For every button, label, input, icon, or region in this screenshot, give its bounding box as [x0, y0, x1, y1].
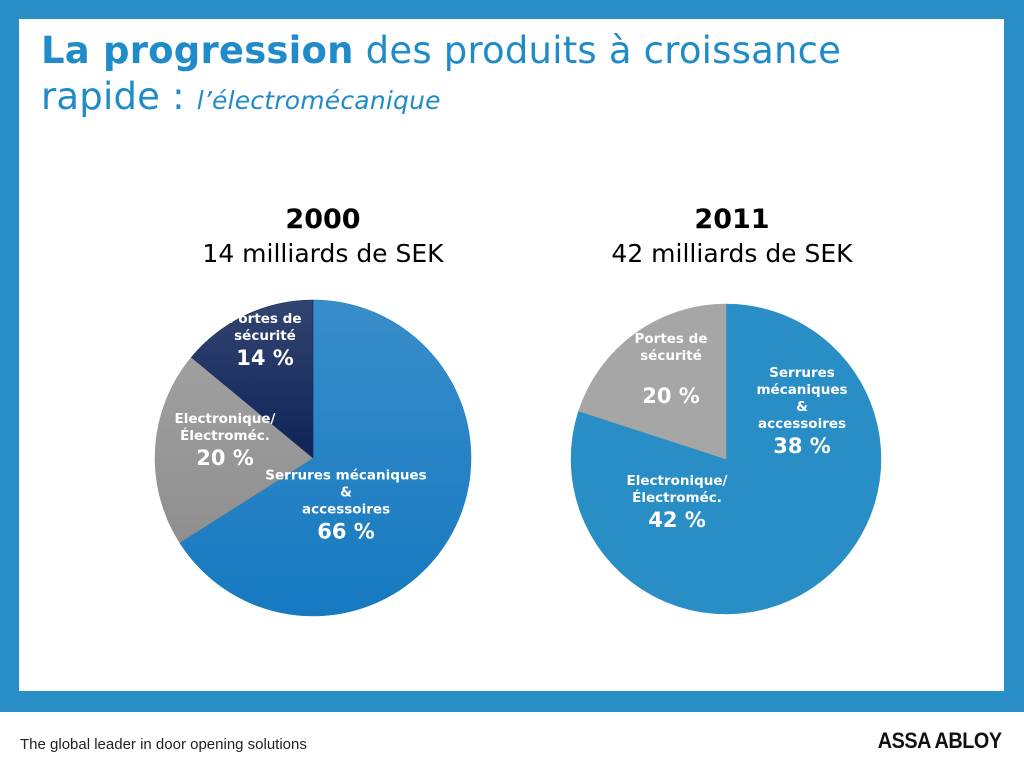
slice-label-2011-0-line-2: & — [796, 399, 808, 415]
slice-label-2000-0-line-2: accessoires — [302, 502, 390, 518]
chart-2011-total: 42 milliards de SEK — [611, 239, 853, 268]
slice-label-2000-1-line-1: Électroméc. — [180, 427, 270, 444]
pie-slice-2000-2 — [190, 299, 314, 459]
slice-label-2011-0-line-1: mécaniques — [756, 382, 847, 398]
slice-value-2000-1: 20 % — [196, 446, 254, 470]
chart-2011-year: 2011 — [694, 204, 770, 235]
slice-label-2011-2-line-1: sécurité — [640, 348, 702, 364]
pie-slice-2000-1 — [154, 356, 314, 544]
slice-label-2011-1-line-0: Electronique/ — [627, 473, 728, 489]
slice-label-2011-0-line-0: Serrures — [769, 365, 835, 381]
chart-2000-year: 2000 — [285, 204, 361, 235]
chart-2000-total: 14 milliards de SEK — [202, 239, 444, 268]
slide-title: La progression des produits à croissance… — [41, 28, 941, 124]
pie-chart-2000: Serrures mécaniques&accessoires 66 % Elect… — [154, 299, 472, 617]
pie-slice-2000-0 — [179, 299, 472, 617]
footer — [0, 712, 1024, 768]
slice-label-2000-0-line-1: & — [340, 485, 352, 501]
slice-value-2011-0: 38 % — [773, 434, 831, 458]
chart-2011-heading: 2011 42 milliards de SEK — [562, 203, 902, 271]
slice-label-2000-2-line-0: Portes de — [229, 311, 302, 327]
slice-label-2011-1-line-1: Électroméc. — [632, 489, 722, 506]
pie-slice-2011-0 — [725, 303, 882, 573]
slice-label-2000-1-line-0: Electronique/ — [175, 411, 276, 427]
chart-2000-heading: 2000 14 milliards de SEK — [153, 203, 493, 271]
slice-value-2000-2: 14 % — [236, 346, 294, 370]
slice-label-2000-2-line-1: sécurité — [234, 328, 296, 344]
assa-abloy-logo: ASSA ABLOY — [878, 728, 1002, 753]
slice-value-2000-0: 66 % — [317, 520, 375, 544]
title-bold: La progression — [41, 29, 354, 72]
title-rest: des produits à croissance rapide : — [41, 29, 842, 118]
footer-tagline: The global leader in door opening soluti… — [20, 736, 307, 753]
slice-value-2011-2: 20 % — [642, 384, 700, 408]
slice-value-2011-1: 42 % — [648, 508, 706, 532]
pie-slice-2011-2 — [578, 303, 727, 460]
slice-label-2011-2-line-0: Portes de — [635, 331, 708, 347]
slice-label-2011-0-line-3: accessoires — [758, 416, 846, 432]
title-italic: l’électromécanique — [196, 86, 441, 115]
slice-label-2000-0-line-0: Serrures mécaniques — [265, 468, 426, 484]
pie-slice-2011-1 — [570, 410, 833, 615]
